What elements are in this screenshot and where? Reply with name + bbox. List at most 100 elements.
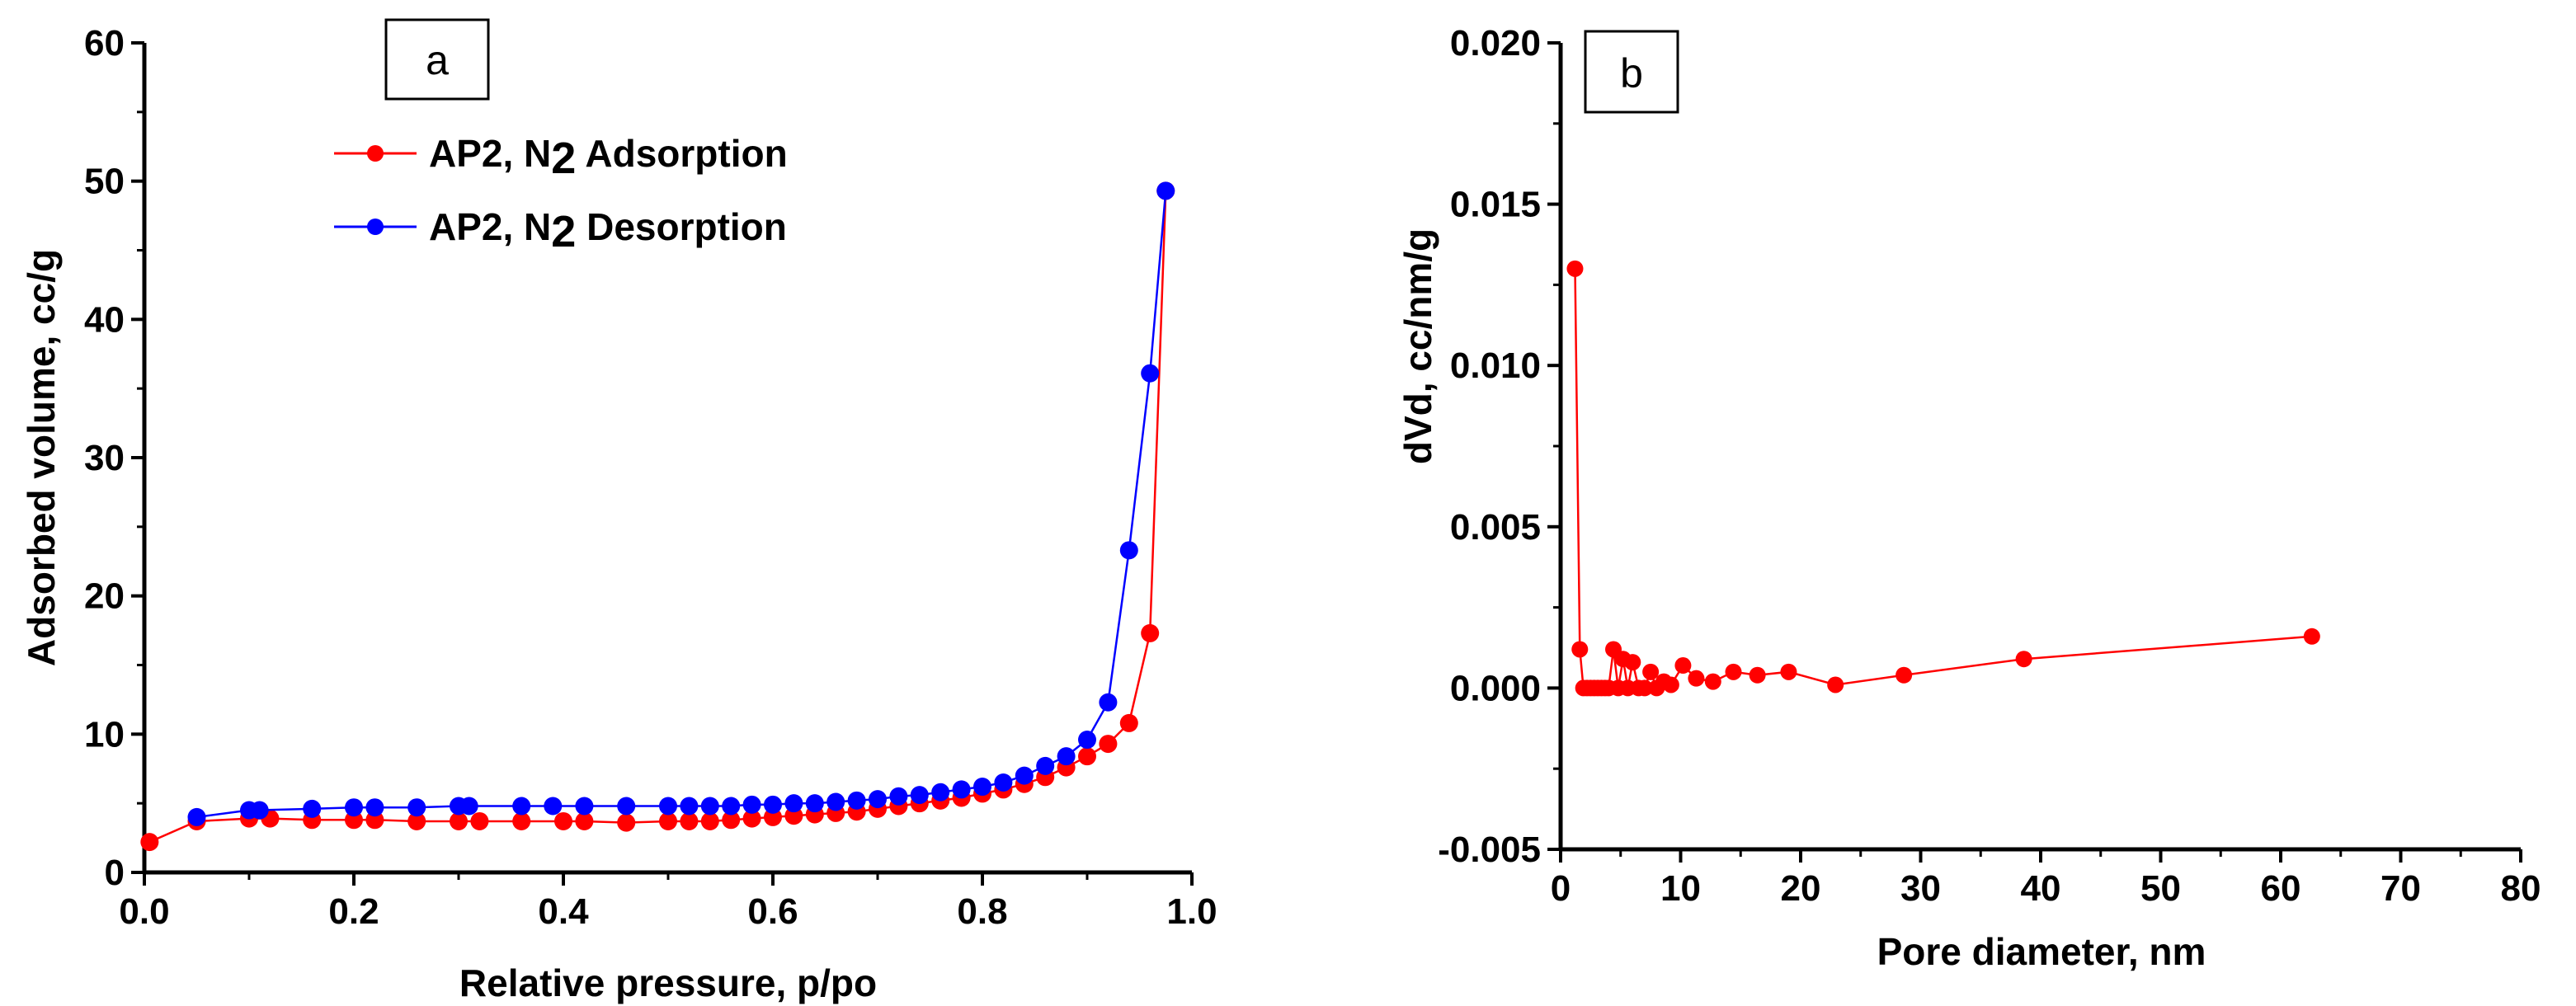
panel-a-adsorption-isotherm: 0.0 0.2 0.4 0.6 0.8 1.0 0 10 20 30 40 50 60 Relative… <box>20 18 1217 1004</box>
panel-a-ap2-n2-desorption-point <box>764 795 782 814</box>
panel-a-ap2-n2-desorption-point <box>910 786 929 805</box>
panel-b-pore-size-distribution-line <box>1574 268 2312 690</box>
panel-a-y-tick-label: 0 <box>105 853 125 893</box>
panel-a-label: a <box>426 37 449 83</box>
panel-a-ap2-n2-desorption-line <box>196 190 1167 819</box>
panel-b-x-tick-label: 60 <box>2261 868 2301 909</box>
panel-b-pore-size-distribution-point <box>2015 651 2032 668</box>
panel-a-ap2-n2-desorption-point <box>847 791 866 810</box>
panel-a-x-tick-label: 0.0 <box>119 891 169 932</box>
panel-a-ap2-n2-adsorption-point <box>575 811 594 830</box>
panel-b-pore-size-distribution-point <box>1566 260 1584 277</box>
panel-a-ap2-n2-desorption-point <box>1099 693 1118 712</box>
panel-a-ap2-n2-desorption-point <box>931 783 950 802</box>
panel-a-ap2-n2-desorption-point <box>1036 756 1055 775</box>
panel-a-ap2-n2-desorption-point <box>680 797 699 816</box>
panel-b-pore-size-distribution-point <box>1780 663 1797 680</box>
panel-a-ap2-n2-desorption-point <box>722 797 741 816</box>
panel-b-ticks: 0 10 20 30 40 50 60 70 80 -0.005 0.000 0.005 0.010 0.… <box>1438 23 2541 909</box>
panel-b-y-tick-label: -0.005 <box>1438 830 1541 870</box>
panel-a-ap2-n2-adsorption-point <box>365 811 384 830</box>
panel-a-ap2-n2-adsorption-point <box>450 811 468 830</box>
panel-a-ap2-n2-adsorption-point <box>742 809 761 828</box>
panel-b-x-tick-label: 10 <box>1660 868 1701 909</box>
panel-a-x-tick-label: 0.4 <box>538 891 589 932</box>
panel-a-ap2-n2-desorption-point <box>1057 747 1076 766</box>
panel-a-y-tick-label: 60 <box>84 23 125 63</box>
panel-b-label-box <box>1584 30 1679 114</box>
panel-a-ap2-n2-desorption-point <box>617 797 636 816</box>
panel-b-y-tick-label: 0.010 <box>1450 346 1541 386</box>
panel-a-ap2-n2-desorption-point <box>575 797 594 816</box>
panel-a-ap2-n2-desorption-point <box>994 773 1013 792</box>
panel-a-ap2-n2-desorption-point <box>952 780 971 799</box>
panel-b-x-tick-label: 20 <box>1781 868 1821 909</box>
panel-a-ap2-n2-desorption-point <box>407 798 426 817</box>
panel-a-ap2-n2-desorption-point <box>826 792 845 811</box>
panel-b-x-tick-label: 30 <box>1900 868 1941 909</box>
panel-b-label: b <box>1620 50 1643 96</box>
panel-a-y-tick-label: 50 <box>84 162 125 202</box>
legend-desorption-marker <box>367 219 384 235</box>
panel-a-ap2-n2-adsorption-point <box>764 807 782 826</box>
panel-a-ap2-n2-desorption-point <box>303 799 322 818</box>
panel-a-y-axis-title: Adsorbed volume, cc/g <box>20 249 63 666</box>
legend-adsorption-label: AP2, N2 Adsorption <box>429 132 788 183</box>
panel-a-label-box <box>384 18 490 101</box>
panel-a-x-tick-label: 0.8 <box>957 891 1007 932</box>
panel-a-ap2-n2-desorption-point <box>365 798 384 817</box>
panel-a-ap2-n2-desorption-point <box>805 794 824 813</box>
panel-a-ticks: 0.0 0.2 0.4 0.6 0.8 1.0 0 10 20 30 40 50 60 <box>84 23 1217 932</box>
panel-a-ap2-n2-desorption-point <box>700 797 719 816</box>
panel-b-x-tick-label: 80 <box>2501 868 2541 909</box>
panel-b-pore-size-distribution-point <box>1674 657 1692 675</box>
panel-a-ap2-n2-adsorption-point <box>1099 735 1118 754</box>
panel-a-y-tick-label: 20 <box>84 576 125 617</box>
panel-a-ap2-n2-desorption-point <box>1078 731 1096 750</box>
panel-b-pore-size-distribution-point <box>1688 670 1705 687</box>
panel-b-pore-size-distribution-point <box>1704 673 1721 690</box>
panel-a-ap2-n2-desorption-point <box>1156 181 1175 200</box>
panel-a-ap2-n2-desorption-point <box>345 798 363 817</box>
panel-a-ap2-n2-adsorption-point <box>784 806 803 825</box>
panel-b-pore-size-distribution-point <box>1749 666 1766 684</box>
panel-a-ap2-n2-desorption-point <box>1141 364 1160 383</box>
panel-a-y-tick-label: 10 <box>84 714 125 754</box>
legend-entry-desorption: AP2, N2 Desorption <box>334 205 787 256</box>
panel-a-ap2-n2-adsorption-point <box>1141 623 1160 642</box>
panel-b-y-tick-label: 0.015 <box>1450 185 1541 225</box>
panel-a-ap2-n2-desorption-point <box>1015 766 1034 785</box>
panel-a-ap2-n2-desorption-point <box>869 790 887 809</box>
panel-a-ap2-n2-adsorption-point <box>140 833 159 852</box>
panel-b-pore-size-distribution: 0 10 20 30 40 50 60 70 80 -0.005 0.000 0.005 0.010 0.… <box>1396 23 2541 973</box>
panel-b-pore-size-distribution-point <box>1624 654 1641 671</box>
panel-b-x-tick-label: 50 <box>2140 868 2181 909</box>
panel-a-x-tick-label: 0.6 <box>747 891 798 932</box>
panel-a-ap2-n2-adsorption-point <box>1119 713 1138 732</box>
panel-a-ap2-n2-desorption-point <box>659 797 677 816</box>
panel-a-ap2-n2-desorption-point <box>742 795 761 814</box>
panel-a-ap2-n2-desorption-point <box>544 797 563 816</box>
panel-a-ap2-n2-adsorption-point <box>512 811 531 830</box>
legend-entry-adsorption: AP2, N2 Adsorption <box>334 132 788 183</box>
panel-a-x-tick-label: 0.2 <box>328 891 379 932</box>
panel-a-ap2-n2-desorption-point <box>889 787 908 806</box>
panel-a-x-axis-title: Relative pressure, p/po <box>459 961 877 1004</box>
panel-b-y-tick-label: 0.005 <box>1450 507 1541 548</box>
panel-a-ap2-n2-adsorption-point <box>470 811 489 830</box>
legend-desorption-label: AP2, N2 Desorption <box>429 205 787 256</box>
panel-a-legend: AP2, N2 Adsorption AP2, N2 Desorption <box>334 132 788 256</box>
legend-adsorption-marker <box>367 145 384 162</box>
panel-b-x-tick-label: 40 <box>2021 868 2061 909</box>
panel-a-ap2-n2-adsorption-point <box>700 811 719 830</box>
panel-a-ap2-n2-desorption-point <box>784 794 803 813</box>
panel-a-ap2-n2-desorption-point <box>1119 541 1138 560</box>
panel-b-y-tick-label: 0.020 <box>1450 23 1541 63</box>
panel-b-series <box>1566 260 2320 697</box>
panel-a-series <box>140 181 1175 852</box>
panel-b-pore-size-distribution-point <box>1725 663 1742 680</box>
panel-a-ap2-n2-adsorption-point <box>680 811 699 830</box>
panel-a-ap2-n2-adsorption-point <box>659 811 677 830</box>
panel-a-ap2-n2-adsorption-point <box>1078 747 1096 766</box>
